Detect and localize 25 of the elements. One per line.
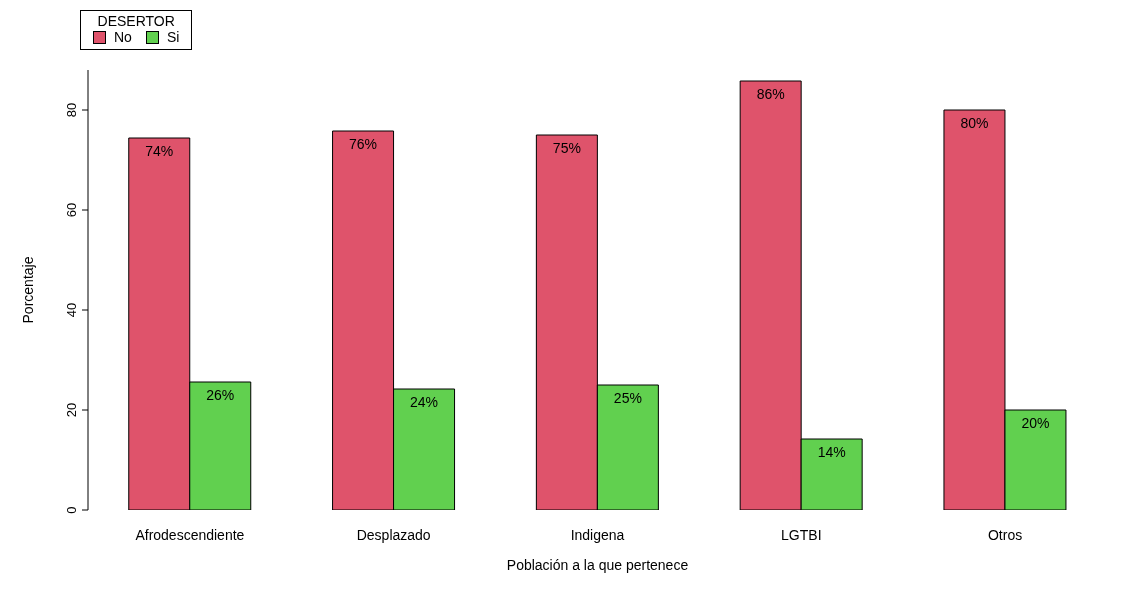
data-label: 26% xyxy=(206,386,235,403)
x-tick-label: Indigena xyxy=(570,526,625,543)
legend-title: DESERTOR xyxy=(96,13,176,29)
y-tick-label: 40 xyxy=(64,302,79,318)
x-tick-label: Afrodescendiente xyxy=(135,526,245,543)
data-label: 80% xyxy=(960,114,989,131)
x-axis-title: Población a la que pertenece xyxy=(506,557,689,573)
data-label: 14% xyxy=(817,443,846,460)
data-label: 75% xyxy=(552,139,581,156)
y-tick-label: 0 xyxy=(64,506,79,514)
y-tick-label: 20 xyxy=(64,402,79,418)
legend-label: Si xyxy=(165,29,180,45)
data-label: 24% xyxy=(410,393,439,410)
x-tick-label: LGTBI xyxy=(781,526,822,543)
data-label: 86% xyxy=(756,85,785,102)
data-label: 76% xyxy=(349,135,378,152)
data-label: 20% xyxy=(1021,414,1050,431)
y-tick-label: 80 xyxy=(64,102,79,118)
data-label: 25% xyxy=(613,389,642,406)
y-tick-label: 60 xyxy=(64,202,79,218)
x-tick-label: Otros xyxy=(987,526,1023,543)
x-tick-label: Desplazado xyxy=(356,526,431,543)
legend-label: No xyxy=(113,29,132,45)
y-axis-title: Porcentaje xyxy=(19,256,36,324)
data-label: 74% xyxy=(145,142,174,159)
